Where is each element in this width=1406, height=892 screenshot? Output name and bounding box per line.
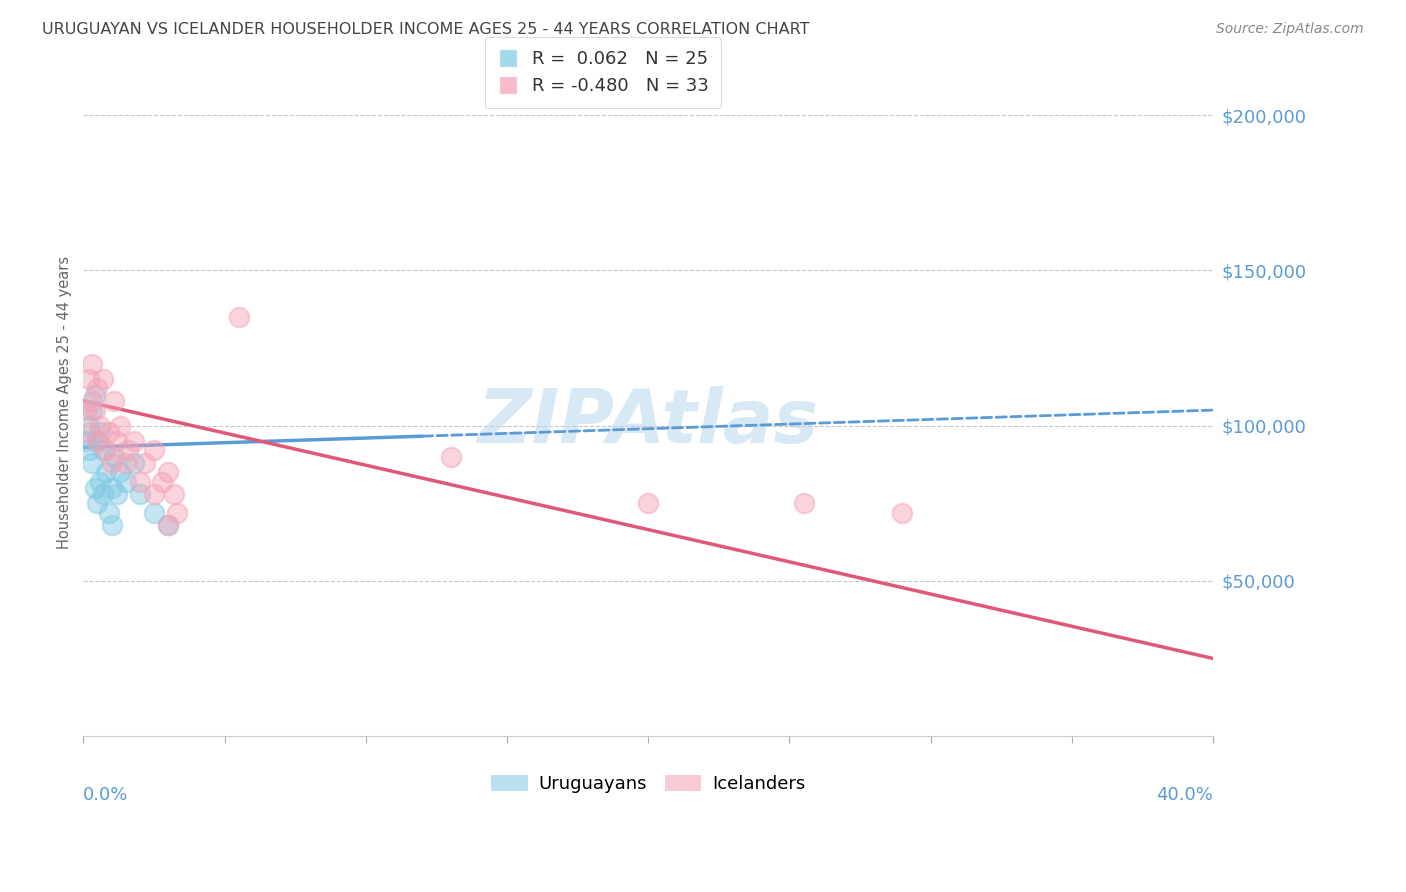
Point	[80, 393, 103, 408]
Point	[77, 443, 100, 458]
Point	[117, 443, 139, 458]
Point	[166, 506, 188, 520]
Point	[94, 465, 117, 479]
Point	[114, 475, 136, 489]
Point	[86, 434, 108, 449]
Point	[77, 372, 100, 386]
Point	[100, 518, 122, 533]
Text: Source: ZipAtlas.com: Source: ZipAtlas.com	[1216, 22, 1364, 37]
Point	[114, 456, 136, 470]
Point	[142, 506, 165, 520]
Point	[75, 403, 97, 417]
Point	[91, 443, 114, 458]
Point	[228, 310, 250, 324]
Text: 40.0%: 40.0%	[1156, 786, 1213, 805]
Point	[89, 475, 111, 489]
Text: 0.0%: 0.0%	[83, 786, 129, 805]
Point	[891, 506, 914, 520]
Point	[122, 434, 145, 449]
Point	[134, 456, 156, 470]
Point	[83, 481, 105, 495]
Point	[793, 496, 815, 510]
Point	[105, 487, 128, 501]
Point	[97, 506, 120, 520]
Point	[77, 425, 100, 439]
Point	[142, 487, 165, 501]
Point	[94, 443, 117, 458]
Point	[100, 456, 122, 470]
Point	[91, 372, 114, 386]
Legend: Uruguayans, Icelanders: Uruguayans, Icelanders	[484, 768, 813, 800]
Text: URUGUAYAN VS ICELANDER HOUSEHOLDER INCOME AGES 25 - 44 YEARS CORRELATION CHART: URUGUAYAN VS ICELANDER HOUSEHOLDER INCOM…	[42, 22, 810, 37]
Point	[108, 418, 131, 433]
Point	[157, 465, 180, 479]
Point	[103, 393, 125, 408]
Point	[89, 425, 111, 439]
Point	[105, 434, 128, 449]
Point	[80, 357, 103, 371]
Point	[122, 456, 145, 470]
Point	[142, 443, 165, 458]
Point	[97, 425, 120, 439]
Point	[157, 518, 180, 533]
Point	[75, 434, 97, 449]
Point	[77, 418, 100, 433]
Point	[80, 403, 103, 417]
Point	[108, 465, 131, 479]
Point	[89, 418, 111, 433]
Point	[86, 434, 108, 449]
Point	[91, 487, 114, 501]
Y-axis label: Householder Income Ages 25 - 44 years: Householder Income Ages 25 - 44 years	[58, 256, 72, 549]
Point	[103, 450, 125, 464]
Point	[157, 518, 180, 533]
Point	[86, 496, 108, 510]
Point	[163, 487, 186, 501]
Point	[637, 496, 659, 510]
Text: ZIPAtlas: ZIPAtlas	[478, 386, 818, 458]
Point	[80, 456, 103, 470]
Point	[83, 403, 105, 417]
Point	[439, 450, 461, 464]
Point	[128, 487, 150, 501]
Point	[83, 387, 105, 401]
Point	[100, 481, 122, 495]
Point	[128, 475, 150, 489]
Point	[86, 381, 108, 395]
Point	[150, 475, 173, 489]
